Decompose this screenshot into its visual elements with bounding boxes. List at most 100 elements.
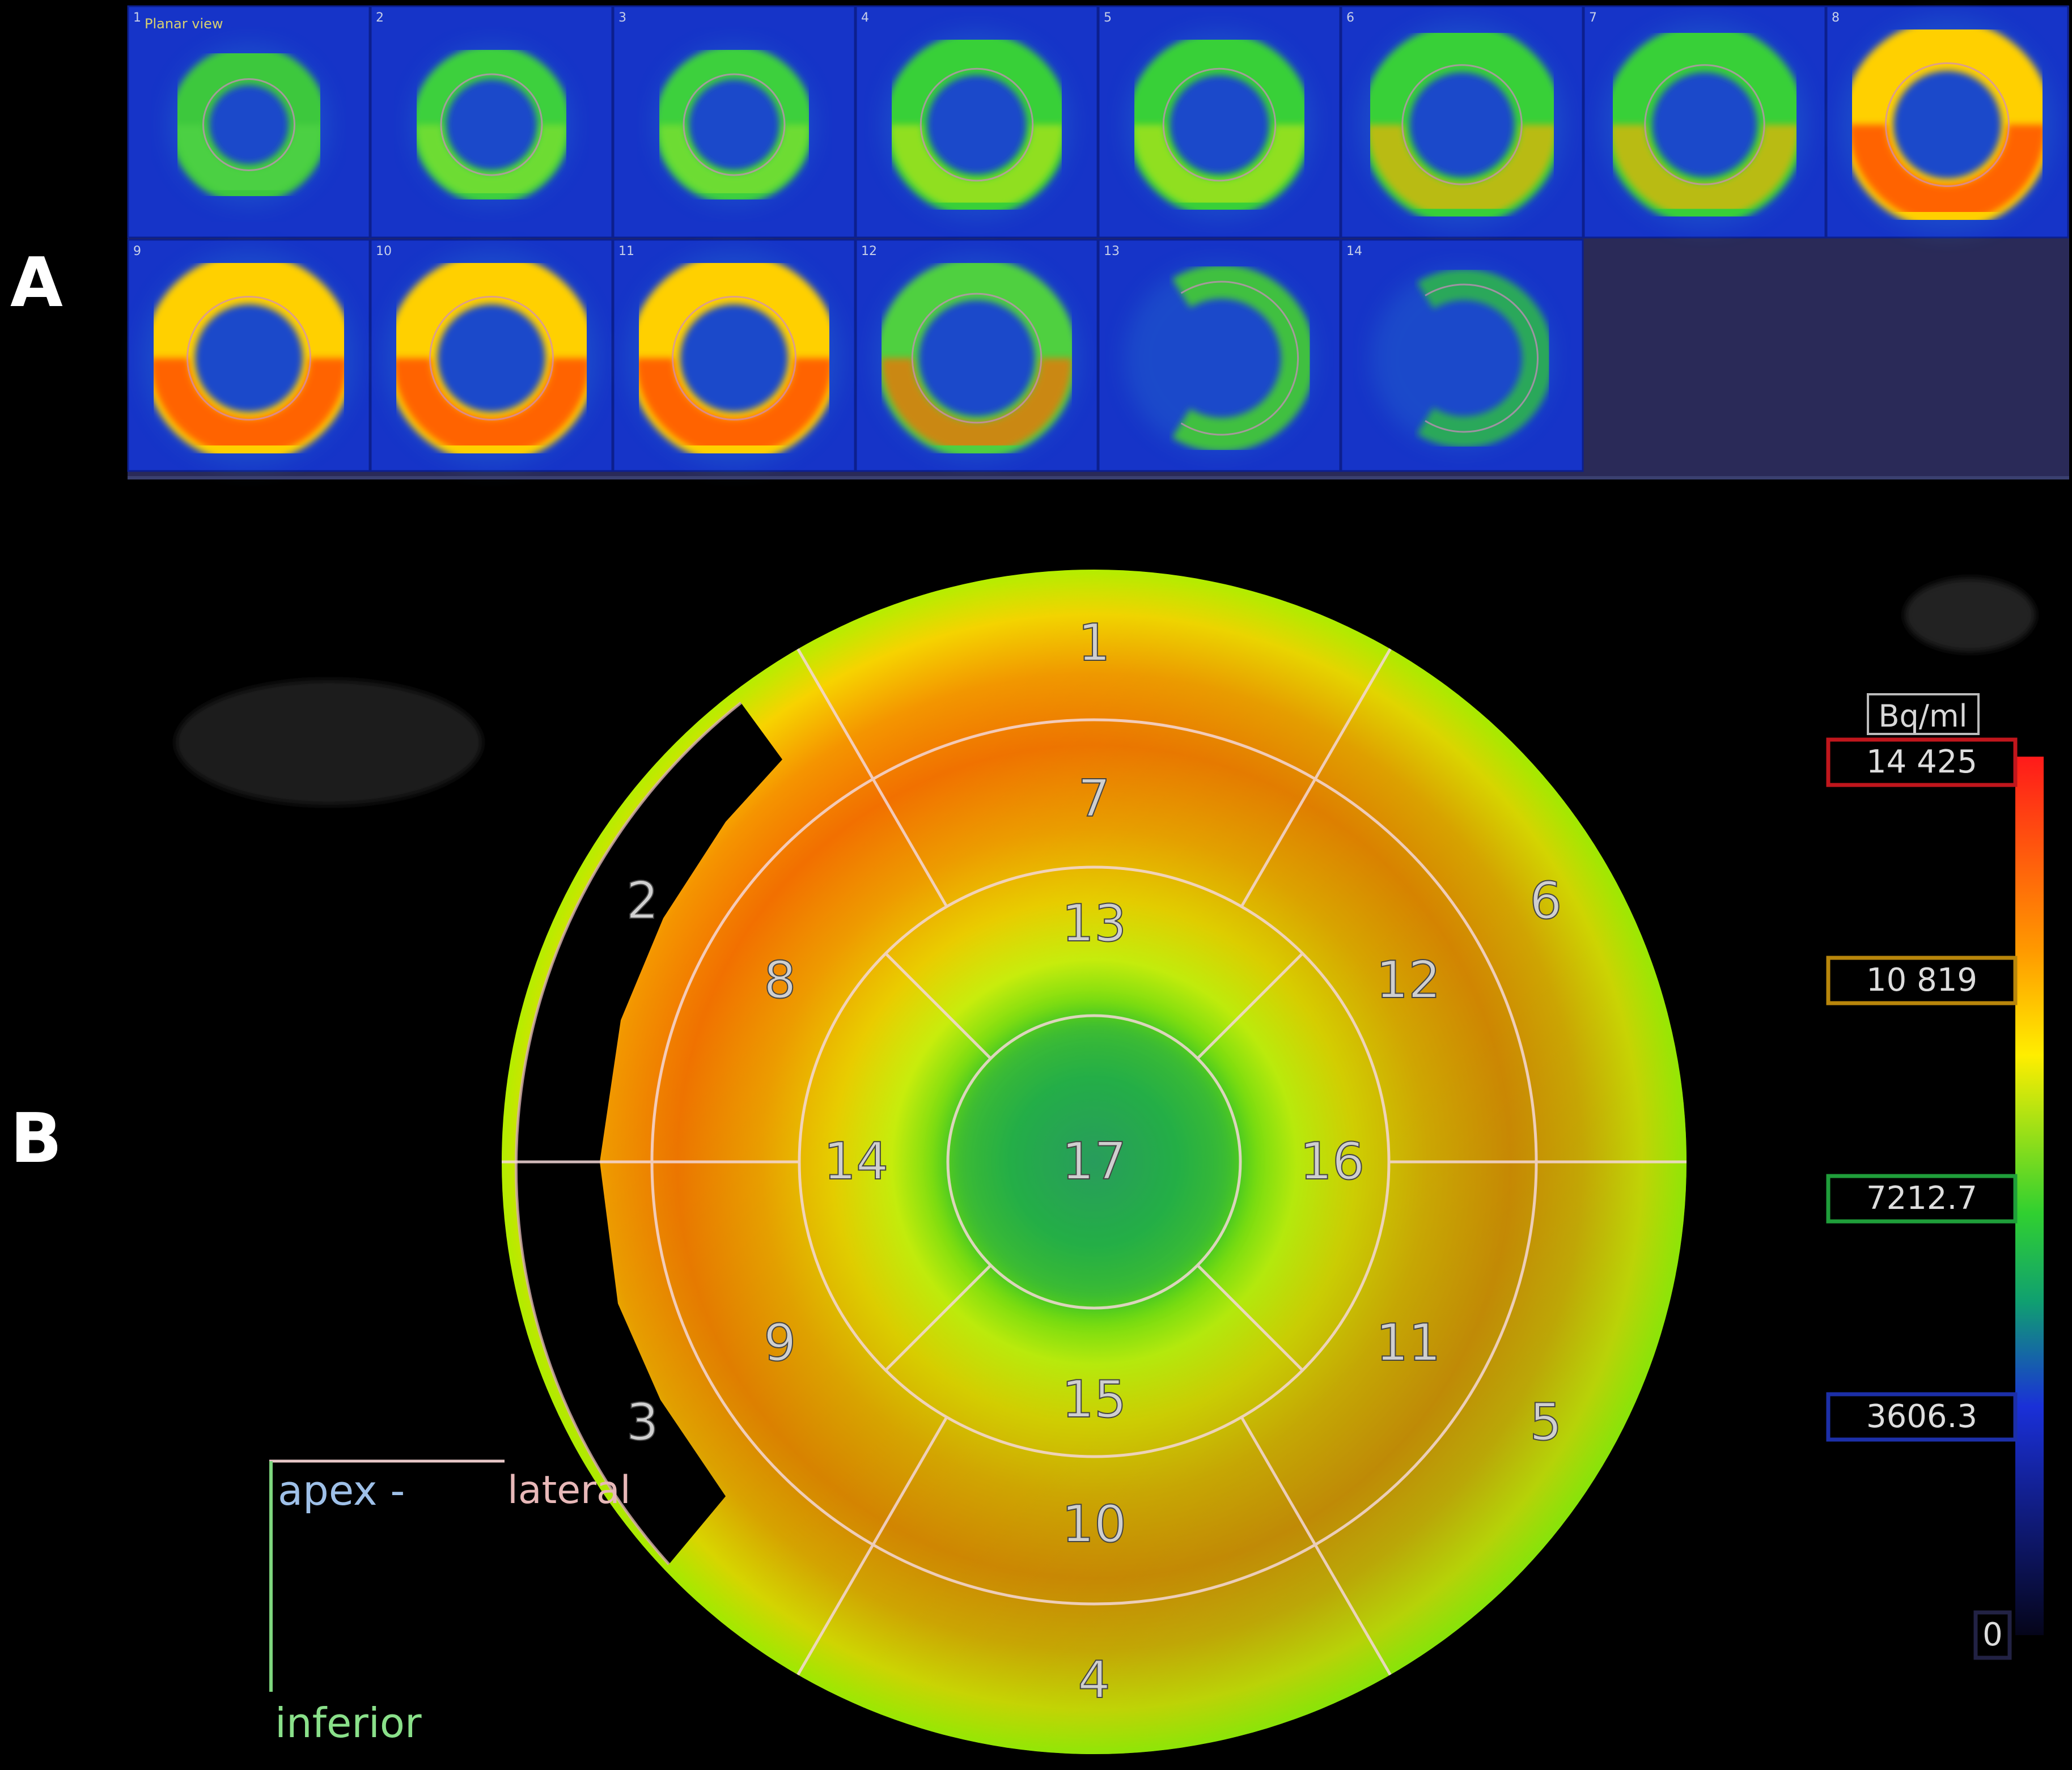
- slice-number: 9: [133, 244, 141, 258]
- slice-ring-hot-arc: [1367, 124, 1557, 219]
- colorbar-gradient: [2015, 757, 2044, 1635]
- bullseye-segment-label: 8: [764, 950, 796, 1010]
- slice-number: 14: [1346, 244, 1362, 258]
- bullseye-segment-divider: [884, 1264, 992, 1372]
- slice-tile: 12: [855, 239, 1099, 472]
- orientation-lateral-label: lateral: [507, 1468, 631, 1513]
- panel-label-a: A: [10, 244, 63, 322]
- colorbar: Bq/ml 14 425 10 819 7212.7 3606.3 0: [1826, 693, 2044, 1660]
- slice-ring-hot-arc: [174, 124, 324, 200]
- colorbar-tick-box: [1826, 737, 2018, 787]
- slice-number: 11: [618, 244, 634, 258]
- colorbar-unit-box: [1867, 693, 1980, 735]
- slice-number: 4: [861, 11, 869, 25]
- bullseye-segment-label: 17: [1062, 1132, 1127, 1191]
- slice-tile: 4: [855, 5, 1099, 239]
- slice-contour: [1885, 62, 2010, 187]
- slice-number: 1: [133, 11, 141, 25]
- slice-tile-border: [1583, 5, 1827, 239]
- slice-tile-border: [612, 239, 856, 472]
- slice-tile-border: [127, 239, 371, 472]
- slice-tile: 11: [612, 239, 856, 472]
- slice-contour: [1644, 64, 1765, 185]
- slice-number: 6: [1346, 11, 1354, 25]
- slice-ring-hot-arc: [635, 358, 833, 457]
- slice-tile: 7: [1583, 5, 1827, 239]
- slice-contour: [1401, 64, 1523, 185]
- colorbar-tick-label: 14 425: [1866, 744, 1977, 780]
- colorbar-tick-box: [1973, 1610, 2012, 1660]
- bullseye-segment-divider: [1240, 648, 1392, 907]
- slice-contour: [1425, 283, 1539, 433]
- bullseye-segment-label: 1: [1078, 613, 1110, 673]
- slice-number: 7: [1589, 11, 1597, 25]
- slice-ring-hot-arc: [889, 124, 1064, 212]
- slice-contour: [672, 296, 796, 421]
- slice-tile-border: [855, 5, 1099, 239]
- bullseye-segment-divider: [796, 1416, 948, 1676]
- slice-view-label: Planar view: [145, 16, 223, 32]
- slice-contour: [429, 296, 554, 421]
- bullseye-apex-glow: [947, 1015, 1241, 1309]
- slice-number: 3: [618, 11, 626, 25]
- panel-label-b: B: [10, 1100, 62, 1178]
- bullseye-segment-label: 5: [1529, 1393, 1562, 1452]
- slice-contour: [202, 78, 295, 171]
- orientation-apex-label: apex -: [278, 1467, 405, 1514]
- bullseye-segment-label: 13: [1062, 894, 1127, 953]
- slice-ring-hot-arc: [1610, 124, 1799, 219]
- slice-number: 5: [1104, 11, 1112, 25]
- bullseye-segment-label: 4: [1078, 1650, 1110, 1710]
- colorbar-tick-label: 7212.7: [1866, 1180, 1977, 1217]
- slice-tile-border: [1098, 239, 1341, 472]
- orientation-inferior-label: inferior: [275, 1699, 422, 1747]
- background-blob-left: [176, 680, 482, 805]
- slice-tile: 3: [612, 5, 856, 239]
- slice-tile: 13: [1098, 239, 1341, 472]
- bullseye-segment-divider: [1196, 1264, 1304, 1372]
- colorbar-tick-label: 10 819: [1866, 962, 1977, 999]
- slice-grid: 1 Planar view 2 3 4 5 6 7 8 9 10 11 12 13 14: [127, 5, 2069, 472]
- slice-tile: 2: [370, 5, 613, 239]
- bullseye-segment-label: 10: [1062, 1495, 1127, 1554]
- colorbar-tick-box: [1826, 1392, 2018, 1442]
- slice-contour: [920, 67, 1034, 182]
- bullseye-segment-label: 2: [626, 871, 659, 931]
- bullseye-outlined-region: [516, 703, 782, 1564]
- slice-tile: 1 Planar view: [127, 5, 371, 239]
- bullseye-segment-divider: [796, 648, 948, 907]
- slice-tile: 8: [1825, 5, 2069, 239]
- bullseye-segment-label: 14: [824, 1132, 889, 1191]
- orientation-legend: apex - lateral inferior: [269, 1459, 631, 1747]
- bullseye-segment-label: 12: [1376, 950, 1441, 1010]
- bullseye-segment-divider: [884, 952, 992, 1060]
- bullseye-segment-divider: [1196, 952, 1304, 1060]
- slice-tile: 5: [1098, 5, 1341, 239]
- colorbar-unit-label: Bq/ml: [1878, 698, 1967, 734]
- slice-number: 12: [861, 244, 877, 258]
- slice-tile-border: [127, 5, 371, 239]
- slice-tile-border: [1340, 239, 1584, 472]
- slice-contour: [187, 296, 311, 421]
- colorbar-tick-box: [1826, 956, 2018, 1005]
- slice-ring-hot-arc: [416, 124, 567, 200]
- bullseye-outline-arc: [514, 702, 742, 1565]
- slice-tile-border: [1340, 5, 1584, 239]
- slice-tile: 14: [1340, 239, 1584, 472]
- bullseye-segment-label: 16: [1300, 1132, 1365, 1191]
- slice-ring-hot-arc: [1132, 124, 1307, 212]
- slice-panel-divider: [128, 476, 2069, 479]
- slice-contour: [911, 292, 1043, 424]
- bullseye-segment-lines: [502, 648, 1687, 1676]
- slice-contour: [1180, 281, 1299, 436]
- bullseye-segment-label: 7: [1078, 769, 1110, 829]
- slice-ring-hot-arc: [1849, 124, 2046, 223]
- slice-number: 13: [1104, 244, 1120, 258]
- slice-number: 8: [1832, 11, 1840, 25]
- colorbar-ticks: 14 425 10 819 7212.7 3606.3 0: [1826, 737, 2018, 1660]
- bullseye-segment-label: 15: [1062, 1370, 1127, 1429]
- slice-tile-border: [370, 239, 613, 472]
- slice-contour: [683, 73, 786, 176]
